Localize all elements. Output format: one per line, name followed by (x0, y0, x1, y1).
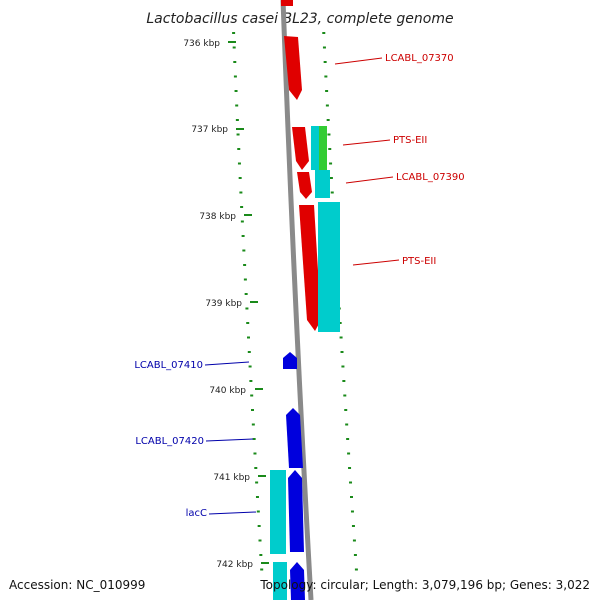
label-lacC[interactable]: lacC (186, 508, 207, 519)
map-title: Lactobacillus casei BL23, complete genom… (146, 11, 453, 27)
genome-backbone (280, 0, 314, 600)
leader-lcabl-07410 (204, 361, 250, 366)
feature-lacC[interactable] (288, 470, 304, 552)
tick-label-736: 736 kbp (183, 39, 220, 49)
tick-label-742: 742 kbp (216, 560, 253, 570)
label-lcabl-07390[interactable]: LCABL_07390 (396, 172, 465, 183)
leader-lcabl-07390 (345, 176, 394, 184)
tick-label-739: 739 kbp (205, 299, 242, 309)
cyan-features (270, 126, 340, 600)
feature-lacC-cyan[interactable] (270, 470, 286, 554)
tick-label-738: 738 kbp (199, 212, 236, 222)
red-features (281, 0, 321, 331)
feature-pts-eii-cyan-b[interactable] (318, 202, 340, 332)
label-pts-eii-1[interactable]: PTS-EII (393, 135, 427, 146)
feature-red-2[interactable] (292, 127, 309, 170)
leader-pts-eii-2 (352, 259, 400, 266)
label-pts-eii-2[interactable]: PTS-EII (402, 256, 436, 267)
tick-guides (232, 32, 358, 571)
blue-features (283, 352, 305, 600)
feature-pts-eii-green[interactable] (319, 126, 327, 170)
label-lcabl-07420[interactable]: LCABL_07420 (135, 436, 204, 447)
feature-red-3[interactable] (297, 172, 312, 199)
feature-bottom-cyan-partial[interactable] (273, 562, 287, 600)
feature-lcabl-07410[interactable] (283, 352, 297, 369)
label-lcabl-07370[interactable]: LCABL_07370 (385, 53, 454, 64)
accession-text: Accession: NC_010999 (9, 578, 146, 592)
feature-pts-eii-cyan-a[interactable] (311, 126, 320, 170)
ruler-ticks: 736 kbp 737 kbp 738 kbp 739 kbp 740 kbp … (183, 39, 269, 570)
leader-lcabl-07420 (205, 438, 254, 442)
leader-pts-eii-1 (342, 139, 391, 146)
feature-lcabl-07420[interactable] (286, 408, 303, 468)
tick-label-740: 740 kbp (209, 386, 246, 396)
feature-bottom-blue-partial[interactable] (290, 562, 305, 600)
gene-labels: LCABL_07370 PTS-EII LCABL_07390 PTS-EII … (134, 53, 464, 519)
tick-label-737: 737 kbp (191, 125, 228, 135)
leader-lcabl-07370 (334, 57, 383, 65)
feature-top-red-partial[interactable] (281, 0, 293, 6)
topology-text: Topology: circular; Length: 3,079,196 bp… (260, 578, 590, 592)
feature-red-4[interactable] (299, 205, 321, 331)
leader-lacC (208, 511, 257, 515)
feature-cyan-lcabl-07390[interactable] (315, 170, 330, 198)
tick-label-741: 741 kbp (213, 473, 250, 483)
feature-lcabl-07370[interactable] (284, 36, 302, 100)
label-lcabl-07410[interactable]: LCABL_07410 (134, 360, 203, 371)
